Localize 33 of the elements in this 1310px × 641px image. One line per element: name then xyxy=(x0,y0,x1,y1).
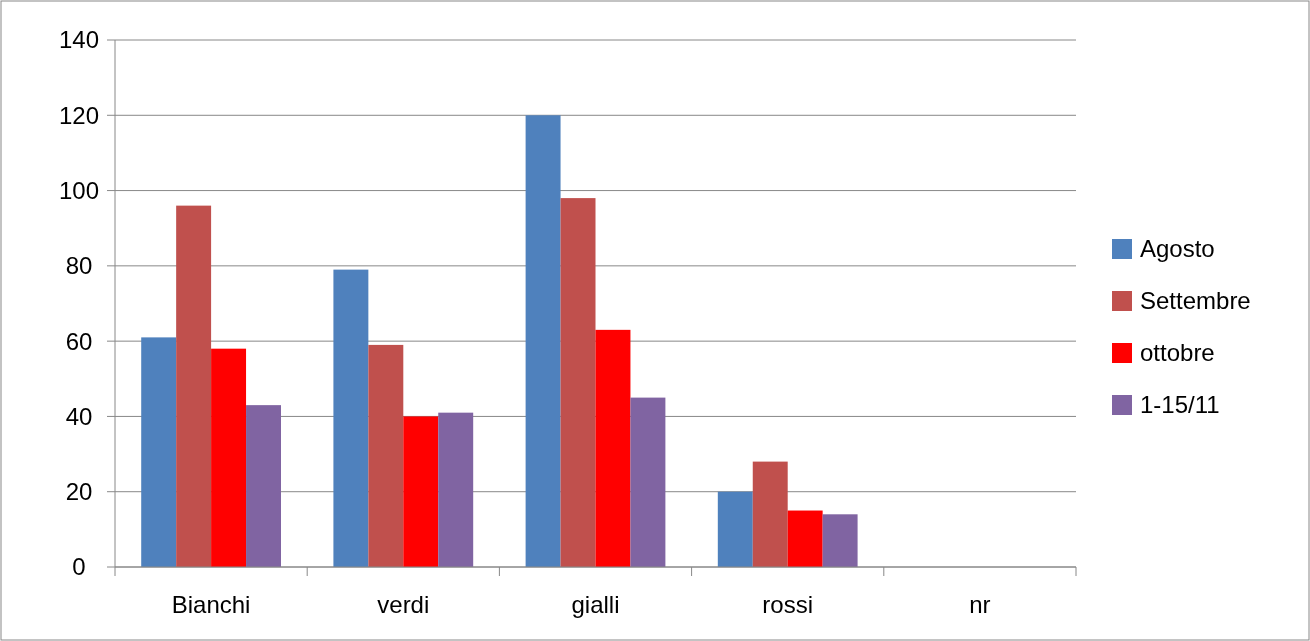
bar xyxy=(822,514,858,567)
bar xyxy=(438,412,474,567)
bar xyxy=(525,115,561,567)
y-tick-label: 20 xyxy=(65,478,93,506)
legend-label: ottobre xyxy=(1140,339,1215,367)
x-tick-label: verdi xyxy=(377,591,430,618)
y-tick-label: 0 xyxy=(72,553,86,581)
bar xyxy=(246,405,281,567)
x-tick-label: rossi xyxy=(762,591,814,618)
bar xyxy=(630,397,666,567)
y-tick-label: 100 xyxy=(58,176,100,204)
bar xyxy=(752,461,788,567)
y-tick-label: 120 xyxy=(58,101,100,129)
bar xyxy=(176,205,212,567)
y-tick-label: 80 xyxy=(65,252,93,280)
bar xyxy=(595,329,631,567)
bar xyxy=(560,198,596,567)
bar xyxy=(368,344,404,567)
bar xyxy=(211,348,247,567)
x-tick-label: gialli xyxy=(571,591,620,618)
bar xyxy=(141,337,177,567)
x-tick-label: Bianchi xyxy=(171,591,251,618)
x-tick-label: nr xyxy=(969,591,991,618)
legend-label: Agosto xyxy=(1140,235,1215,263)
legend-label: 1-15/11 xyxy=(1140,391,1220,419)
y-tick-label: 40 xyxy=(65,402,93,430)
legend-label: Settembre xyxy=(1140,287,1251,315)
bar xyxy=(333,269,369,567)
bar xyxy=(717,491,753,567)
bar xyxy=(787,510,823,567)
y-tick-label: 140 xyxy=(58,26,100,54)
bar xyxy=(403,416,439,567)
y-tick-label: 60 xyxy=(65,327,93,355)
